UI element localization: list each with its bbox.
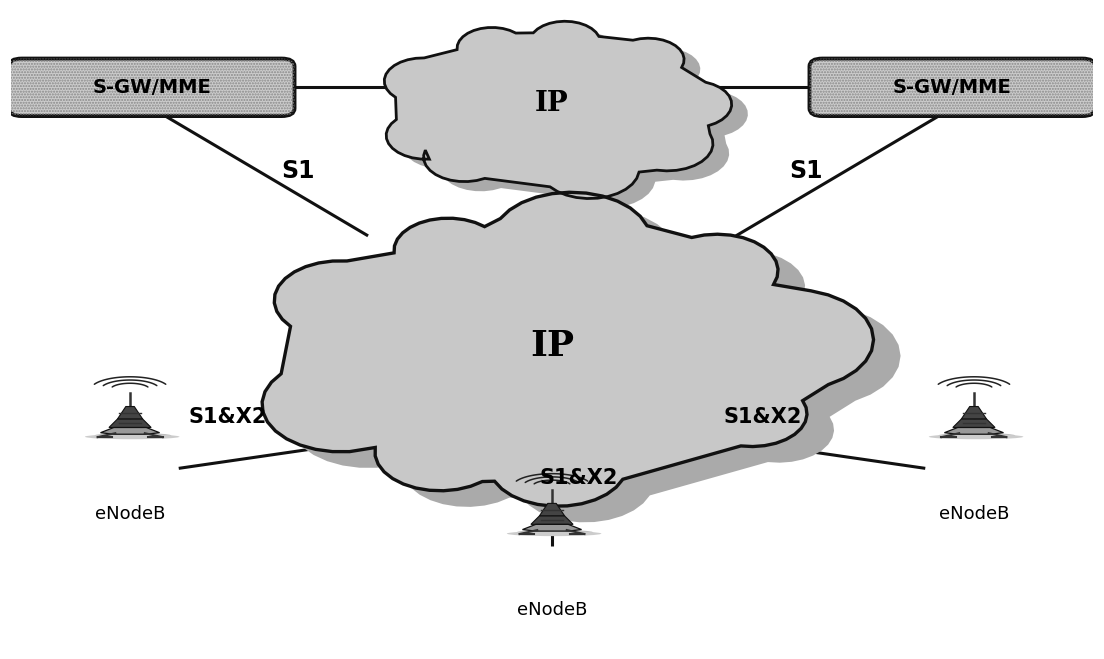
PathPatch shape xyxy=(384,21,732,198)
Text: S-GW/MME: S-GW/MME xyxy=(893,78,1011,97)
Text: S-GW/MME: S-GW/MME xyxy=(93,78,211,97)
Polygon shape xyxy=(531,516,573,525)
Polygon shape xyxy=(540,503,564,516)
PathPatch shape xyxy=(262,192,873,506)
Ellipse shape xyxy=(85,434,180,440)
Text: S1: S1 xyxy=(789,159,822,183)
Text: eNodeB: eNodeB xyxy=(517,602,587,619)
Text: S1&X2: S1&X2 xyxy=(724,407,803,426)
Ellipse shape xyxy=(95,433,171,438)
Ellipse shape xyxy=(928,434,1023,440)
PathPatch shape xyxy=(289,208,901,523)
Text: S1&X2: S1&X2 xyxy=(540,468,618,488)
FancyBboxPatch shape xyxy=(809,59,1095,116)
Polygon shape xyxy=(962,407,987,419)
Polygon shape xyxy=(100,428,160,434)
Text: S1: S1 xyxy=(282,159,315,183)
Text: IP: IP xyxy=(535,90,569,117)
Polygon shape xyxy=(522,525,582,531)
Text: eNodeB: eNodeB xyxy=(95,505,166,523)
PathPatch shape xyxy=(401,31,747,208)
Polygon shape xyxy=(944,428,1004,434)
Ellipse shape xyxy=(507,531,602,536)
Text: S1&X2: S1&X2 xyxy=(189,407,266,426)
Text: IP: IP xyxy=(530,329,574,362)
Ellipse shape xyxy=(938,433,1016,438)
FancyBboxPatch shape xyxy=(9,59,295,116)
Polygon shape xyxy=(953,419,995,428)
Polygon shape xyxy=(117,407,142,419)
Text: eNodeB: eNodeB xyxy=(938,505,1009,523)
Polygon shape xyxy=(109,419,151,428)
Ellipse shape xyxy=(517,530,593,535)
